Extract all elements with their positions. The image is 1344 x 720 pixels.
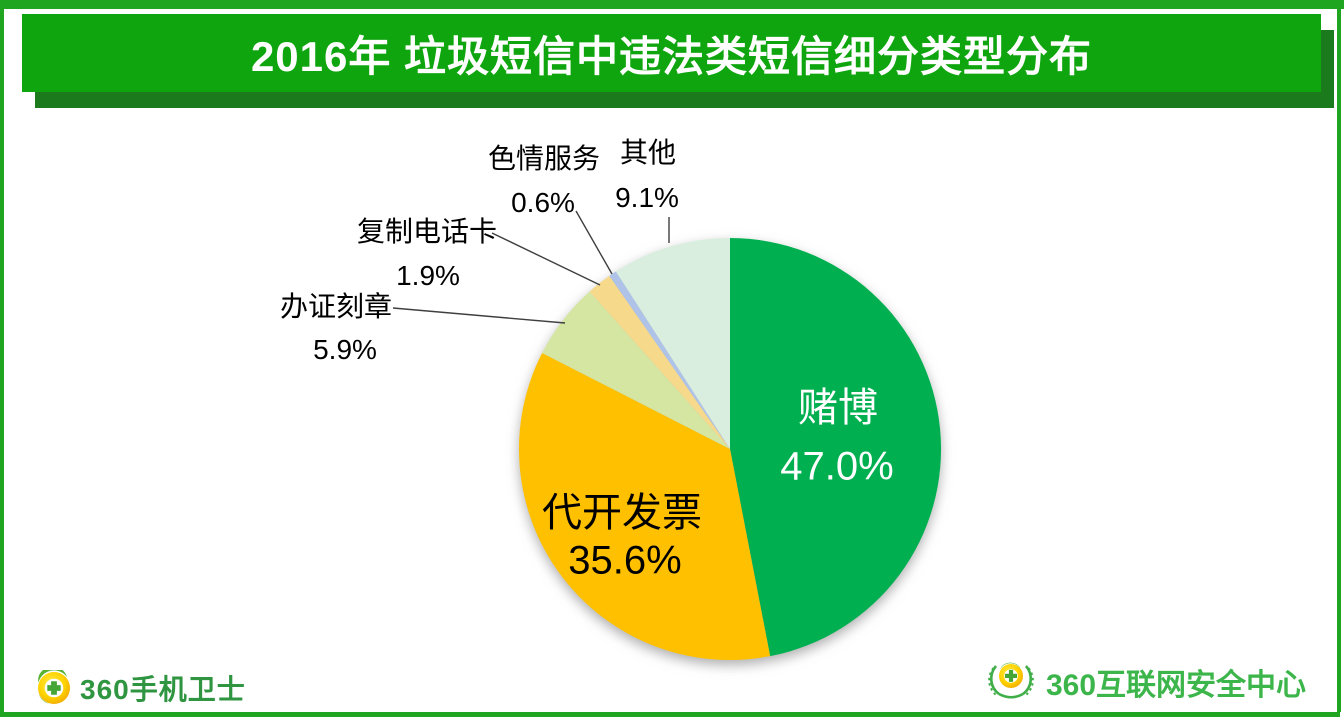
frame-right-bar — [1337, 9, 1341, 712]
ball-cross — [47, 681, 61, 695]
slice-label-sim-card-copying: 复制电话卡 — [356, 216, 498, 247]
slice-label-gambling: 赌博 — [798, 386, 878, 430]
leader-line-porn-service — [575, 210, 613, 275]
pie-slice-1 — [730, 238, 942, 657]
slice-value-gambling: 47.0% — [780, 444, 894, 489]
leader-line-sim-card-copying — [491, 232, 601, 286]
pie-slice-4 — [589, 275, 730, 449]
slice-value-invoice: 35.6% — [568, 538, 682, 583]
slice-label-porn-service: 色情服务 — [487, 143, 601, 174]
emblem-cross — [1005, 669, 1017, 682]
pie-slice-6 — [615, 238, 730, 449]
logo-360-mobile-guard-text: 360手机卫士 — [80, 674, 246, 705]
page-title: 2016年 垃圾短信中违法类短信细分类型分布 — [250, 32, 1093, 80]
leader-line-certificate-forging — [392, 307, 566, 324]
pie-slice-2 — [518, 353, 771, 661]
slice-value-certificate-forging: 5.9% — [313, 334, 377, 365]
logo-360-internet-security-center-text: 360互联网安全中心 — [1046, 669, 1307, 702]
slice-label-invoice: 代开发票 — [542, 491, 702, 535]
frame-top-bar — [0, 0, 1344, 9]
pie — [518, 238, 942, 661]
leader-lines — [392, 210, 670, 324]
slice-label-others: 其他 — [619, 137, 677, 168]
360-laurel-emblem-icon — [988, 662, 1034, 699]
slice-value-sim-card-copying: 1.9% — [396, 260, 460, 291]
slice-value-others: 9.1% — [615, 182, 679, 213]
title-banner: 2016年 垃圾短信中违法类短信细分类型分布 — [22, 14, 1321, 92]
pie-slice-3 — [542, 291, 730, 449]
360-ball-icon — [38, 670, 70, 704]
slice-label-certificate-forging: 办证刻章 — [279, 291, 393, 322]
frame-bottom-bar — [4, 712, 1340, 717]
emblem-ball-swoosh — [1000, 662, 1021, 670]
slice-value-porn-service: 0.6% — [511, 187, 575, 218]
logo-360-internet-security-center: 360互联网安全中心 — [986, 659, 1306, 705]
laurel-wreath — [988, 665, 1034, 699]
frame-left-bar — [0, 0, 4, 717]
pie-slice-5 — [609, 271, 730, 449]
logo-360-mobile-guard: 360手机卫士 — [36, 668, 246, 708]
